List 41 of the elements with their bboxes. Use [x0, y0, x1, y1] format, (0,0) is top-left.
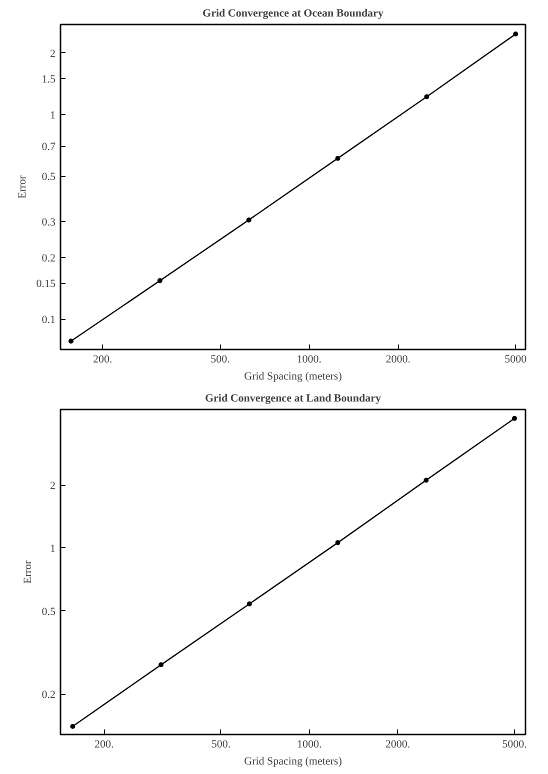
y-axis-title: Error	[16, 175, 28, 199]
chart-title: Grid Convergence at Land Boundary	[204, 392, 382, 404]
x-tick-label: 2000.	[386, 354, 411, 366]
point	[424, 478, 429, 483]
y-tick-label: 0.2	[42, 252, 56, 264]
y-axis-title: Error	[22, 560, 34, 584]
y-tick-label: 0.2	[42, 689, 56, 702]
point	[335, 156, 340, 161]
point	[512, 416, 518, 421]
x-tick-label: 500.	[211, 738, 231, 750]
y-tick-label: 0.5	[42, 606, 56, 618]
point	[68, 338, 74, 344]
y-tick-label: 0.1	[42, 314, 56, 326]
y-tick-label: 2	[50, 48, 56, 60]
point	[513, 32, 518, 37]
x-tick-label: 1000.	[296, 738, 322, 750]
y-tick-label: 1	[50, 109, 56, 122]
y-tick-label: 0.3	[42, 216, 56, 228]
point	[70, 724, 76, 729]
point	[246, 601, 252, 606]
chart-title: Grid Convergence at Ocean Boundary	[202, 8, 384, 20]
point	[335, 540, 340, 546]
x-tick-label: 1000.	[296, 354, 322, 366]
point	[246, 217, 252, 222]
x-tick-label: 5000.	[502, 738, 528, 750]
point	[424, 94, 430, 100]
y-tick-label: 0.5	[42, 171, 56, 184]
x-tick-label: 200.	[94, 738, 114, 750]
x-tick-label: 200.	[93, 354, 113, 366]
x-tick-label: 500.	[210, 354, 230, 366]
y-tick-label: 1	[50, 542, 56, 555]
x-tick-label: 5000	[504, 354, 528, 366]
y-tick-label: 0.7	[42, 141, 56, 154]
point	[157, 278, 162, 284]
x-axis-title: Grid Spacing (meters)	[244, 756, 342, 768]
y-tick-label: 2	[50, 480, 56, 492]
x-tick-label: 2000.	[385, 738, 410, 750]
y-tick-label: 0.15	[36, 278, 56, 290]
point	[158, 662, 164, 668]
y-tick-label: 1.5	[42, 73, 56, 86]
x-axis-title: Grid Spacing (meters)	[244, 370, 342, 382]
